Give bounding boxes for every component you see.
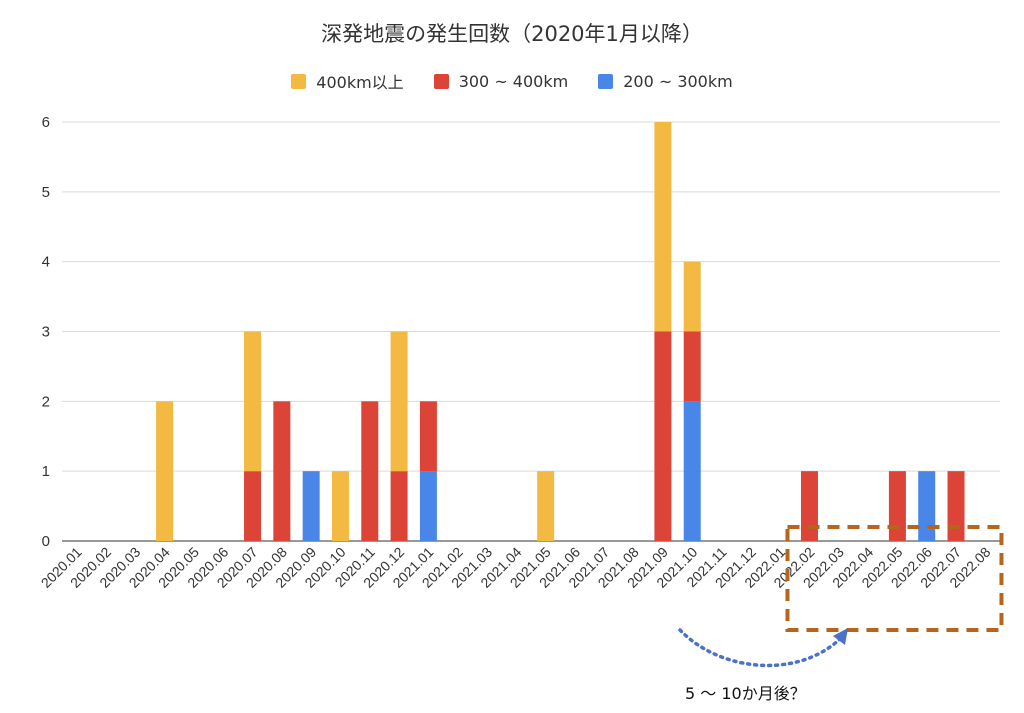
bar-segment <box>244 471 262 541</box>
bar-segment <box>683 261 701 332</box>
bar-segment <box>419 401 437 472</box>
bar-segment <box>947 471 965 541</box>
bar-segment <box>419 471 437 541</box>
bar-segment <box>918 471 936 541</box>
legend-item-200-300km: 200 ~ 300km <box>598 69 733 93</box>
legend-label-300-400km: 300 ~ 400km <box>458 71 569 91</box>
bar-segment <box>156 401 174 541</box>
bar-segment <box>390 331 408 472</box>
bar-segment <box>888 471 906 541</box>
legend-swatch-200-300km <box>598 73 614 89</box>
bar-segment <box>654 331 672 541</box>
bar-segment <box>654 122 672 332</box>
annotation-arrowhead <box>833 628 848 645</box>
legend-item-400km: 400km以上 <box>291 69 404 93</box>
bar-segment <box>244 331 262 472</box>
y-tick-label: 3 <box>42 324 50 341</box>
chart-legend: 400km以上 300 ~ 400km 200 ~ 300km <box>0 69 1024 93</box>
bar-segment <box>390 471 408 541</box>
bar-segment <box>683 331 701 402</box>
legend-swatch-400km <box>291 73 307 89</box>
bar-segment <box>273 401 291 541</box>
bar-segment <box>537 471 555 541</box>
bar-segment <box>800 471 818 541</box>
y-tick-label: 5 <box>42 184 50 201</box>
y-tick-label: 0 <box>42 533 50 550</box>
bar-segment <box>361 401 379 541</box>
legend-item-300-400km: 300 ~ 400km <box>433 69 569 93</box>
annotation-arrow <box>678 628 845 668</box>
bar-segment <box>302 471 320 541</box>
bar-segment <box>683 401 701 541</box>
bar-segment <box>331 471 349 541</box>
legend-label-400km: 400km以上 <box>316 73 404 92</box>
y-tick-label: 4 <box>42 254 50 271</box>
legend-swatch-300-400km <box>433 73 449 89</box>
y-tick-label: 1 <box>42 463 50 480</box>
annotation-text: 5 〜 10か月後？ <box>685 684 806 703</box>
chart-title: 深発地震の発生回数（2020年1月以降） <box>321 22 703 46</box>
highlight-box <box>785 525 1004 632</box>
legend-label-200-300km: 200 ~ 300km <box>623 71 733 91</box>
y-tick-label: 6 <box>42 114 50 131</box>
y-tick-label: 2 <box>42 393 50 410</box>
